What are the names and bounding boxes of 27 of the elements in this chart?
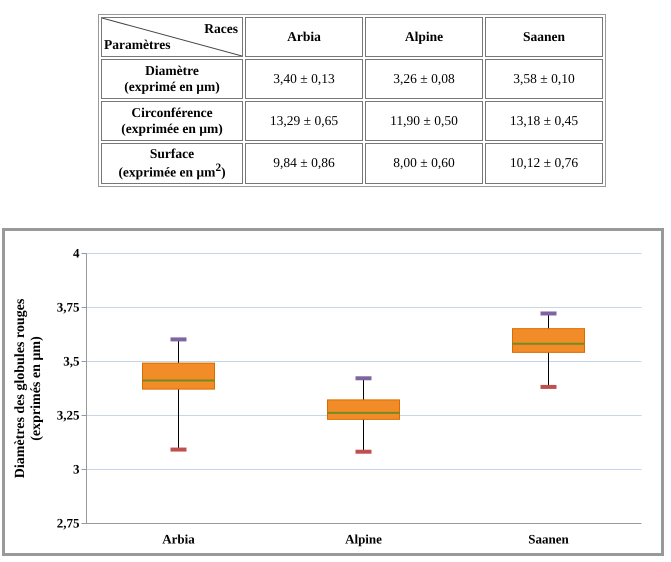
text: 3,40 ± 0,13 [273, 71, 335, 86]
text: 13,18 ± 0,45 [510, 113, 578, 128]
category-label: Diamètre (exprimé en µm) [124, 63, 220, 94]
text: 3,58 ± 0,10 [513, 71, 575, 86]
y-tick-label: 3,5 [63, 354, 80, 368]
category-label: Saanen [485, 17, 603, 57]
text: Races [203, 20, 239, 37]
text: Paramètres [103, 37, 172, 54]
y-tick-label: 2,75 [56, 516, 80, 530]
y-tick-label: 3 [73, 462, 80, 476]
x-tick-label: Alpine [345, 532, 382, 546]
x-tick-label: Arbia [162, 532, 196, 546]
text: 8,00 ± 0,60 [393, 155, 455, 170]
text: 3,26 ± 0,08 [393, 71, 455, 86]
text: 10,12 ± 0,76 [510, 155, 578, 170]
x-tick-label: Saanen [528, 532, 570, 546]
category-label: Circonférence (exprimée en µm) [121, 105, 223, 136]
y-tick-label: 3,25 [56, 408, 80, 422]
text: 13,29 ± 0,65 [270, 113, 338, 128]
category-label: Arbia [245, 17, 363, 57]
category-label: Alpine [365, 17, 483, 57]
y-tick-label: 4 [73, 246, 80, 260]
text: 11,90 ± 0,50 [390, 113, 458, 128]
y-axis-title: Diamètres des globules rouges (exprimés en µm) [12, 298, 44, 478]
y-tick-label: 3,75 [56, 300, 80, 314]
category-label: Surface (exprimée en µm$^{2}$) [118, 146, 226, 180]
text: 9,84 ± 0,86 [273, 155, 335, 170]
